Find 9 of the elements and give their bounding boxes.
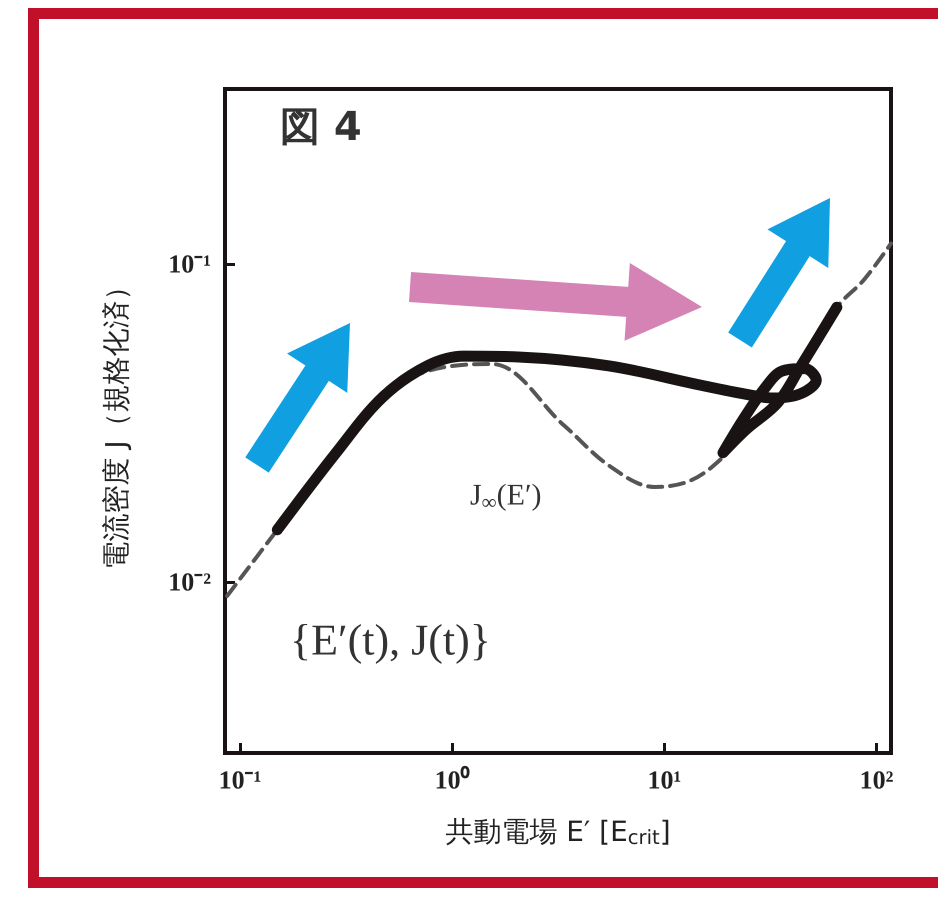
annotation: {E′(t), J(t)} [290,616,491,664]
x-tick-label: 10² [860,766,894,794]
y-tick-label: 10⁻² [168,568,212,597]
x-tick-label: 10⁰ [434,766,471,794]
x-tick-label: 10⁻¹ [218,766,262,794]
annotation: J∞(E′) [470,478,542,514]
y-axis-title: 電流密度 J（規格化済） [100,272,132,570]
x-tick-label: 10¹ [647,766,682,794]
annotation: 図 4 [280,104,362,150]
